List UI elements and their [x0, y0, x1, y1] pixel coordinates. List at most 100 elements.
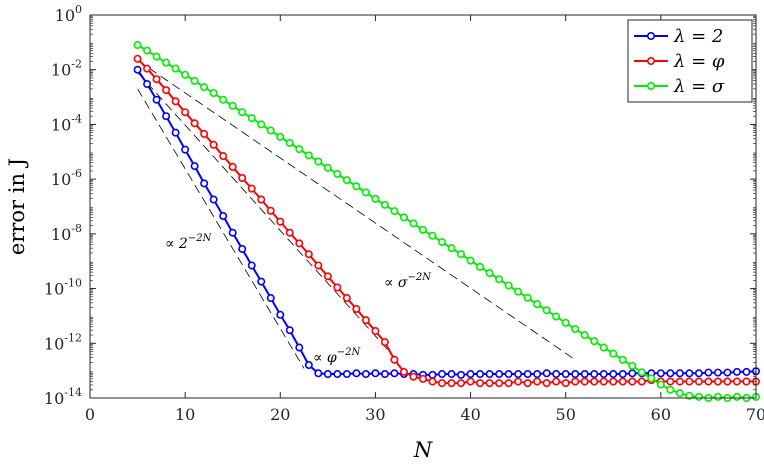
data-point [685, 369, 694, 378]
data-point [571, 377, 580, 386]
data-point [599, 343, 608, 352]
data-point [361, 316, 370, 325]
reference-line-2 [137, 72, 400, 363]
data-point [514, 377, 523, 386]
data-point [552, 377, 561, 386]
data-point [694, 392, 703, 401]
data-point [599, 370, 608, 379]
data-point [285, 326, 294, 335]
data-point [457, 370, 466, 379]
data-point [247, 261, 256, 270]
data-point [504, 281, 513, 290]
data-point [495, 370, 504, 379]
data-point [675, 369, 684, 378]
data-point [228, 228, 237, 237]
data-point [409, 372, 418, 381]
y-tick-label: 10-4 [51, 112, 82, 134]
data-point [323, 272, 332, 281]
data-point [523, 293, 532, 302]
data-point [713, 392, 722, 401]
reference-line-1 [137, 88, 305, 369]
data-point [257, 277, 266, 286]
data-point [314, 369, 323, 378]
data-point [466, 377, 475, 386]
data-point [561, 379, 570, 388]
legend: λ = 2 λ = φ λ = σ [627, 19, 753, 103]
data-point [200, 83, 209, 92]
data-point [694, 369, 703, 378]
data-point [361, 188, 370, 197]
data-point [447, 370, 456, 379]
data-point [162, 58, 171, 67]
data-point [533, 377, 542, 386]
data-point [438, 238, 447, 247]
data-point [542, 306, 551, 315]
x-tick-label: 60 [651, 405, 671, 424]
data-point [609, 349, 618, 358]
data-point [304, 151, 313, 160]
data-point [238, 244, 247, 253]
data-point [713, 377, 722, 386]
data-point [418, 374, 427, 383]
data-point [628, 377, 637, 386]
data-point [656, 380, 665, 389]
data-point [485, 379, 494, 388]
data-point [380, 338, 389, 347]
data-point [219, 152, 228, 161]
y-tick-label: 10-14 [44, 386, 82, 408]
data-point [342, 294, 351, 303]
data-point [485, 370, 494, 379]
data-point [675, 377, 684, 386]
data-series [133, 41, 760, 402]
data-point [742, 367, 751, 376]
data-point [200, 179, 209, 188]
data-point [675, 389, 684, 398]
data-point [523, 370, 532, 379]
data-point [685, 377, 694, 386]
data-point [466, 256, 475, 265]
data-point [314, 157, 323, 166]
data-point [352, 369, 361, 378]
data-point [133, 54, 142, 63]
data-point [143, 64, 152, 73]
data-point [399, 367, 408, 376]
data-point [428, 370, 437, 379]
data-point [276, 132, 285, 141]
plot-area-frame [89, 14, 757, 399]
data-point [552, 370, 561, 379]
data-point [152, 52, 161, 61]
data-point [257, 195, 266, 204]
data-point [438, 379, 447, 388]
data-point [561, 370, 570, 379]
reference-line-label-1: ∝ 2−2N [165, 233, 213, 252]
x-axis-title: N [413, 438, 433, 462]
data-point [723, 368, 732, 377]
data-point [247, 184, 256, 193]
data-point [143, 80, 152, 89]
data-point [295, 343, 304, 352]
data-point [599, 377, 608, 386]
data-point [457, 379, 466, 388]
data-point [209, 89, 218, 98]
data-point [542, 379, 551, 388]
data-point [390, 207, 399, 216]
data-point [162, 112, 171, 121]
data-point [371, 327, 380, 336]
data-point [361, 370, 370, 379]
data-point [276, 310, 285, 319]
data-point [238, 108, 247, 117]
data-point [609, 377, 618, 386]
data-point [523, 379, 532, 388]
data-point [542, 369, 551, 378]
data-point [618, 355, 627, 364]
data-point [628, 369, 637, 378]
data-point [694, 377, 703, 386]
data-point [732, 367, 741, 376]
data-point [656, 369, 665, 378]
data-point [438, 370, 447, 379]
data-point [371, 194, 380, 203]
data-point [152, 75, 161, 84]
data-point [247, 114, 256, 123]
data-point [266, 294, 275, 303]
data-point [637, 368, 646, 377]
